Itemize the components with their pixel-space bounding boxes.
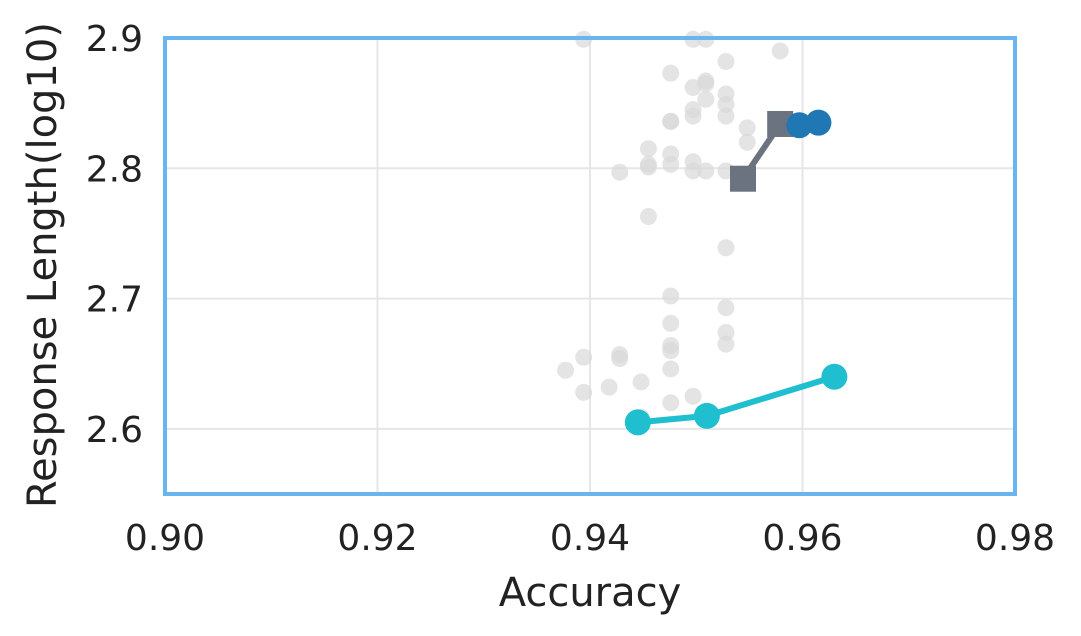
series-2-point-1	[805, 109, 832, 136]
background-point	[717, 299, 735, 317]
x-tick-label: 0.94	[550, 518, 630, 559]
background-point	[717, 239, 735, 257]
y-tick-label: 2.8	[86, 149, 143, 190]
background-point	[662, 360, 680, 378]
x-tick-label: 0.90	[125, 518, 205, 559]
series-2-point-0	[786, 112, 813, 139]
background-point	[662, 155, 680, 173]
series-0-point-2	[821, 363, 848, 390]
background-point	[575, 383, 593, 401]
y-tick-label: 2.7	[86, 280, 143, 321]
series-0-point-0	[624, 409, 651, 436]
x-tick-labels: 0.90 0.92 0.94 0.96 0.98	[125, 518, 1055, 559]
background-point	[717, 95, 735, 113]
background-point	[611, 163, 629, 181]
y-axis-label: Response Length(log10)	[20, 22, 66, 508]
background-point	[697, 90, 715, 108]
background-point	[738, 119, 756, 137]
x-tick-label: 0.96	[762, 518, 842, 559]
background-point	[771, 42, 789, 60]
background-point	[662, 112, 680, 130]
series-layer	[624, 109, 848, 436]
background-point	[600, 378, 618, 396]
background-point	[717, 107, 735, 125]
x-tick-label: 0.98	[975, 518, 1055, 559]
background-point	[684, 162, 702, 180]
background-point	[717, 335, 735, 353]
background-point	[697, 162, 715, 180]
y-tick-label: 2.6	[86, 410, 143, 451]
background-point	[639, 158, 657, 176]
background-point	[611, 350, 629, 368]
background-point	[684, 107, 702, 125]
plot-frame	[163, 36, 1017, 496]
series-0-point-1	[693, 402, 720, 429]
background-point	[557, 361, 575, 379]
background-point	[662, 342, 680, 360]
background-point	[662, 287, 680, 305]
series-1-point-0	[730, 165, 756, 192]
background-point	[662, 394, 680, 412]
background-point	[697, 75, 715, 93]
background-point	[684, 387, 702, 405]
background-points	[557, 30, 789, 426]
background-point	[639, 140, 657, 158]
grid-layer	[164, 37, 1016, 494]
background-point	[684, 79, 702, 97]
x-tick-label: 0.92	[337, 518, 417, 559]
background-point	[662, 314, 680, 332]
x-axis-label: Accuracy	[499, 570, 682, 616]
background-point	[662, 64, 680, 82]
y-tick-label: 2.9	[86, 19, 143, 60]
y-tick-labels: 2.6 2.7 2.8 2.9	[86, 19, 143, 451]
background-point	[575, 348, 593, 366]
background-point	[632, 373, 650, 391]
background-point	[639, 207, 657, 225]
background-point	[717, 52, 735, 70]
background-point	[717, 323, 735, 341]
background-point	[738, 133, 756, 151]
